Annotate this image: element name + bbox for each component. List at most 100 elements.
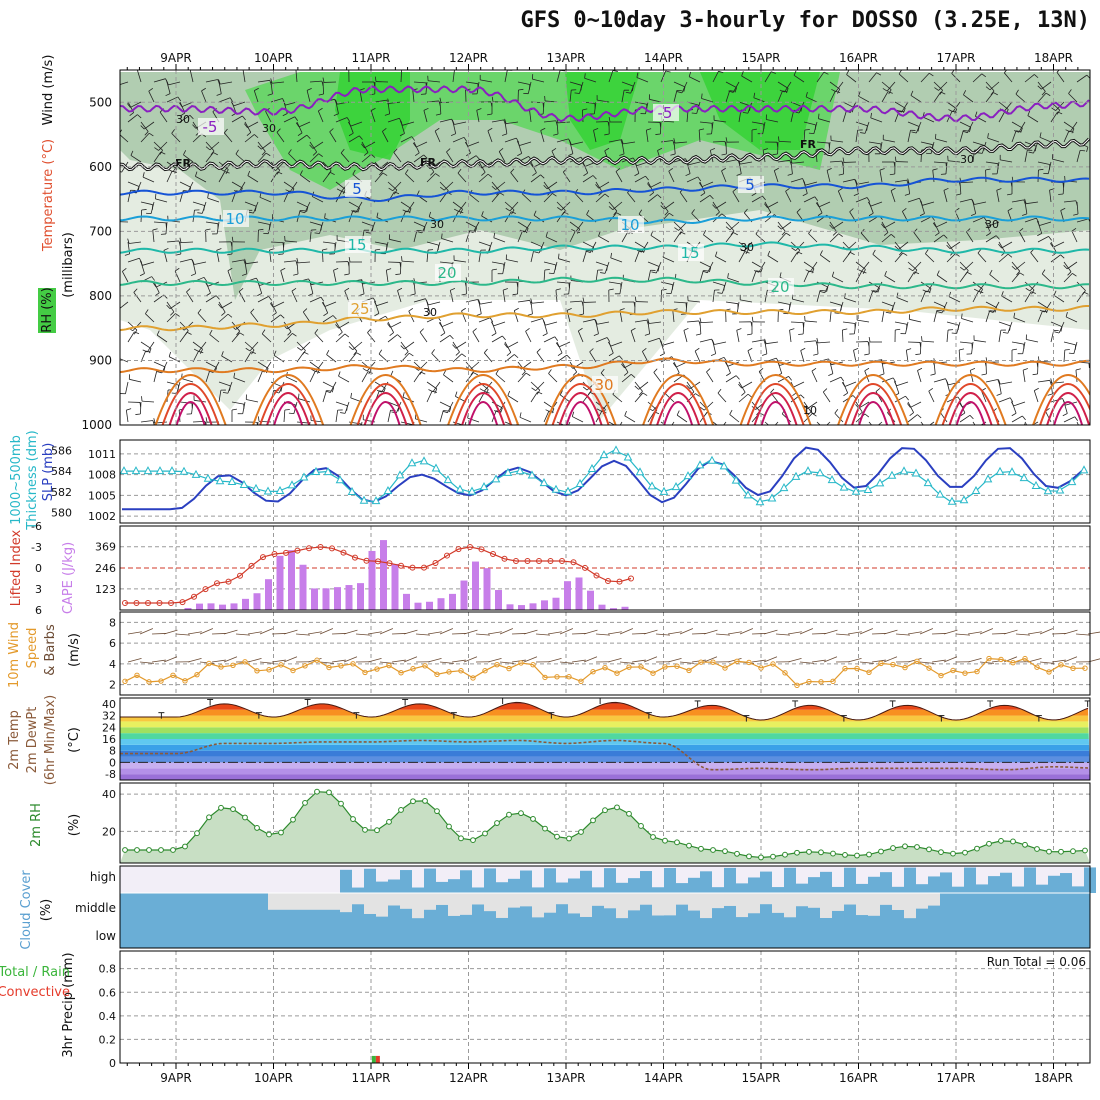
wind-barb-flag — [311, 368, 316, 372]
wind-barb — [624, 415, 636, 423]
wind-barb — [829, 310, 832, 323]
wind-barb-flag — [257, 293, 262, 297]
wind-barb-flag — [1078, 433, 1082, 436]
wind-barb — [298, 121, 311, 128]
wind-barb — [120, 134, 129, 143]
thickness-marker — [719, 461, 729, 470]
wind-barb-flag — [464, 141, 469, 147]
pressure-tick-label: 1000 — [81, 418, 112, 432]
mid-cloud-gap — [760, 893, 772, 905]
wind-barb-10m — [187, 658, 202, 663]
wind-barb-flag — [742, 111, 748, 114]
wind-barb-flag — [1049, 242, 1054, 248]
wind-barb-flag — [715, 251, 718, 257]
wind-barb — [400, 136, 412, 143]
thickness-marker — [347, 486, 357, 495]
wind-barb-10m — [307, 631, 322, 635]
pressure-tick-label: 900 — [89, 353, 112, 367]
precip-total-bar — [371, 1055, 376, 1063]
wind-barb — [688, 161, 701, 166]
wind-barb — [517, 299, 530, 303]
temp-tick-label: 24 — [102, 721, 116, 734]
wind-barb — [288, 153, 298, 163]
wind-barb — [638, 381, 649, 390]
rh-2m-marker — [734, 850, 740, 857]
wind-barb — [773, 170, 779, 183]
wind-barb — [712, 341, 717, 354]
wind-barb — [861, 261, 870, 272]
wind-barb-flag — [1009, 397, 1014, 403]
wind-barb — [907, 271, 915, 283]
wind-barb — [302, 311, 311, 323]
wind-barb-flag — [506, 352, 512, 356]
wind-barb — [963, 94, 974, 103]
wind-barb — [425, 81, 428, 94]
wind-barb — [688, 300, 701, 303]
wind-barb-flag — [537, 391, 543, 395]
rh-2m-marker — [266, 831, 272, 838]
wind-barb-flag — [322, 77, 325, 83]
wind-barb — [939, 411, 948, 423]
wind-barb — [621, 373, 632, 383]
wind-barb — [590, 241, 597, 253]
wind-barb-flag — [1065, 311, 1068, 318]
wind-barb — [1037, 161, 1050, 165]
low-level-temp-arc — [649, 383, 708, 425]
wind-barb — [881, 91, 889, 103]
wind-barb-flag — [959, 348, 965, 351]
wind-barb-flag — [455, 391, 458, 397]
wind-barb-flag — [1041, 91, 1046, 96]
wind-barb-flag — [261, 151, 266, 156]
wind-barb-10m — [595, 633, 610, 636]
wind-barb-10m — [931, 633, 947, 635]
wind-barb-flag — [638, 391, 643, 396]
thickness-marker — [299, 472, 309, 481]
wind-barb — [301, 341, 311, 351]
wind-barb — [322, 390, 327, 403]
wind-barb-flag — [630, 373, 636, 378]
wind-barb-flag — [778, 136, 780, 142]
wind-barb-flag — [338, 331, 343, 336]
wind-barb — [764, 71, 772, 83]
wind-barb-flag — [928, 72, 934, 77]
wind-barb — [309, 141, 318, 153]
low-level-temp-arc — [363, 392, 408, 425]
wind-barb-flag — [405, 169, 409, 174]
wind-barb — [1076, 201, 1079, 214]
wind-barb — [189, 70, 194, 83]
mid-cloud-gap — [640, 893, 652, 905]
thickness-marker — [155, 466, 165, 475]
wind-barb-10m — [523, 656, 538, 663]
wind-barb — [441, 321, 454, 328]
wind-barb — [195, 176, 207, 183]
thickness-marker — [923, 478, 933, 487]
wind-barb — [917, 370, 922, 383]
li-tick-label: 0 — [35, 562, 42, 575]
wind-barb — [568, 421, 571, 425]
high-cloud-bar — [352, 887, 364, 893]
thickness-marker — [407, 458, 417, 467]
wind-barb-flag — [866, 197, 871, 202]
precip-tick-label: 0 — [109, 1057, 116, 1070]
wind-barb-flag — [744, 251, 750, 254]
wind-barb-flag — [785, 232, 791, 237]
thickness-marker — [899, 466, 909, 475]
wind-barb — [569, 90, 572, 103]
wind-barb-flag — [145, 309, 149, 314]
wind-barb — [721, 281, 727, 294]
cape-bar — [334, 587, 341, 610]
wind-barb-flag — [788, 376, 792, 381]
thickness-marker — [359, 495, 369, 504]
wind-barb-flag — [932, 168, 938, 171]
mid-cloud-gap — [388, 893, 400, 906]
thickness-marker — [587, 463, 597, 472]
wind-barb-flag — [1073, 213, 1079, 216]
wind-barb-flag — [254, 87, 259, 91]
wind-barb — [846, 74, 857, 83]
cape-bar — [495, 590, 502, 610]
wind-barb — [985, 310, 991, 323]
wind-barb-flag — [457, 433, 462, 434]
wind-barb-flag — [236, 330, 241, 336]
wind-barb — [740, 161, 753, 165]
wind-barb-flag — [430, 171, 435, 176]
